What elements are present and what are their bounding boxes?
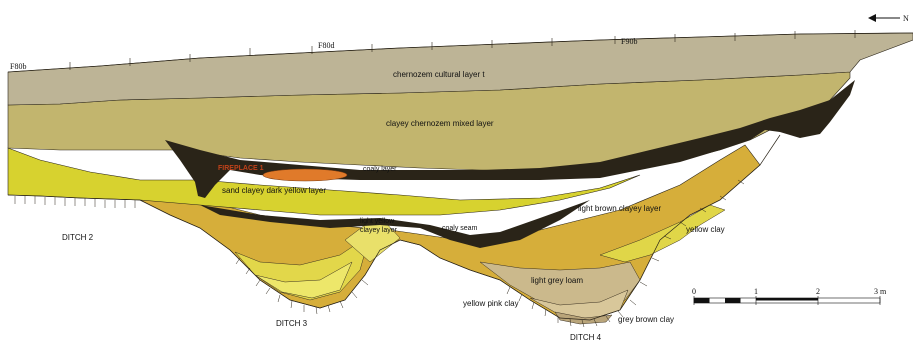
scale-tick-3: 3 m [874,287,887,296]
base-hatch-left [14,196,136,208]
base-hatch-ditch4 [506,179,745,328]
label-ditch2: DITCH 2 [62,233,94,242]
label-fireplace: FIREPLACE 1 [218,165,264,172]
label-light-brown-layer: light brown clayey layer [578,204,661,213]
ditch3-lens-2 [254,261,353,299]
yellow-clay-layer [599,204,726,263]
ditch4-grey-brown [554,311,613,325]
scale-tick-0: 0 [692,287,696,296]
label-coaly-layer: coaly layer [363,166,397,173]
label-grey-brown-clay: grey brown clay [618,315,674,324]
survey-point-f80b: F80b [10,62,26,71]
scale-tick-1: 1 [754,287,758,296]
survey-point-f80d: F80d [318,41,334,50]
base-hatch-ditch3 [235,257,369,315]
label-ditch3: DITCH 3 [276,319,308,328]
scale-tick-2: 2 [816,287,820,296]
surface-ticks [69,30,856,70]
coaly-layer [165,80,855,198]
survey-point-f90b: F90b [621,37,637,46]
label-yellow-clay: yellow clay [686,225,725,234]
excavation-base-line [7,134,781,321]
label-light-yellow-1: light yellow [360,218,395,225]
label-clayey-mixed-layer: clayey chernozem mixed layer [386,119,494,128]
scale-bar [693,296,881,305]
label-light-yellow-2: clayey layer [360,227,398,234]
fireplace-lens [262,168,348,182]
ground-surface-line [7,32,913,73]
label-cultural-layer: chernozem cultural layer t [393,70,485,79]
label-yellow-pink-clay: yellow pink clay [463,299,519,308]
label-coaly-seam: coaly seam [442,225,478,232]
label-light-grey-loam: light grey loam [531,276,583,285]
label-ditch4: DITCH 4 [570,333,602,342]
north-label: N [903,14,909,23]
coaly-seam [200,200,590,248]
label-sand-clayey-layer: sand clayey dark yellow layer [222,186,326,195]
north-arrow [868,14,900,22]
